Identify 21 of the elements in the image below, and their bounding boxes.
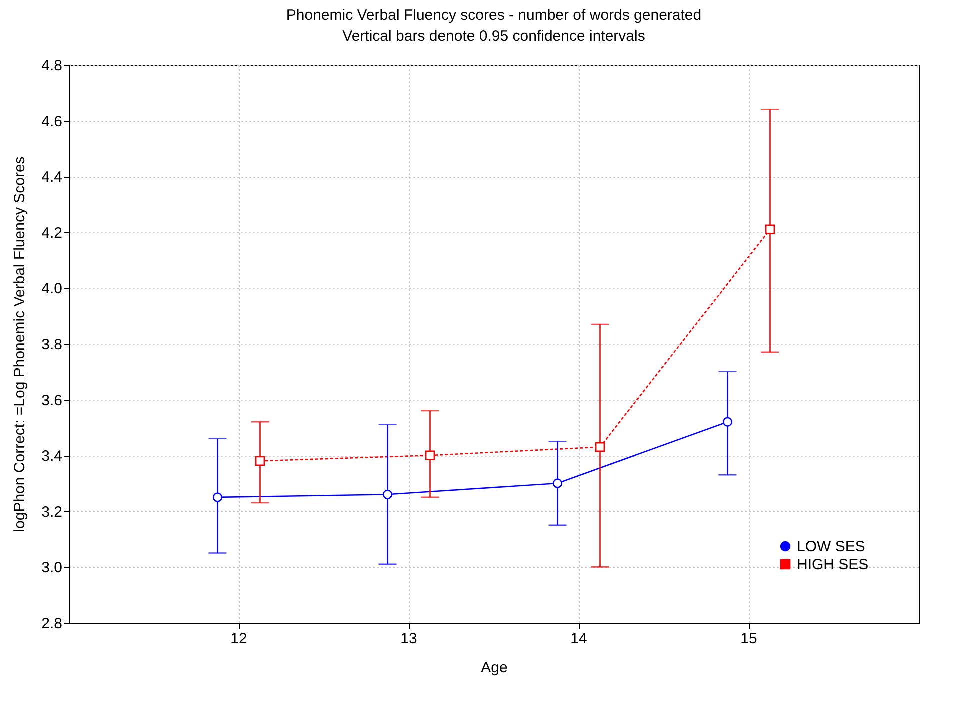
y-tick-label: 4.4: [42, 169, 62, 186]
x-tick-label: 15: [740, 630, 758, 648]
y-axis-title: logPhon Correct: =Log Phonemic Verbal Fluency Scores: [12, 156, 29, 532]
y-tick-label: 3.8: [42, 336, 62, 354]
y-tick-label: 4.2: [42, 224, 62, 242]
legend-label: HIGH SES: [797, 556, 869, 574]
y-tick-label: 3.0: [42, 560, 62, 577]
legend-label: LOW SES: [797, 538, 866, 556]
y-tick-label: 2.8: [42, 616, 62, 632]
x-tick-label: 13: [400, 630, 418, 648]
x-tick-label: 12: [230, 630, 248, 648]
y-tick-label: 3.2: [42, 504, 62, 521]
chart-subtitle: Vertical bars denote 0.95 confidence intervals: [342, 28, 646, 45]
x-axis-title: Age: [481, 660, 508, 676]
y-tick-label: 3.6: [42, 392, 62, 410]
y-tick-label: 4.0: [42, 280, 62, 298]
y-tick-label: 4.6: [42, 113, 62, 130]
y-tick-label: 3.4: [42, 448, 62, 466]
chart-title: Phonemic Verbal Fluency scores - number of words generated: [286, 7, 702, 24]
y-tick-label: 4.8: [42, 58, 62, 74]
x-tick-label: 14: [570, 630, 588, 648]
